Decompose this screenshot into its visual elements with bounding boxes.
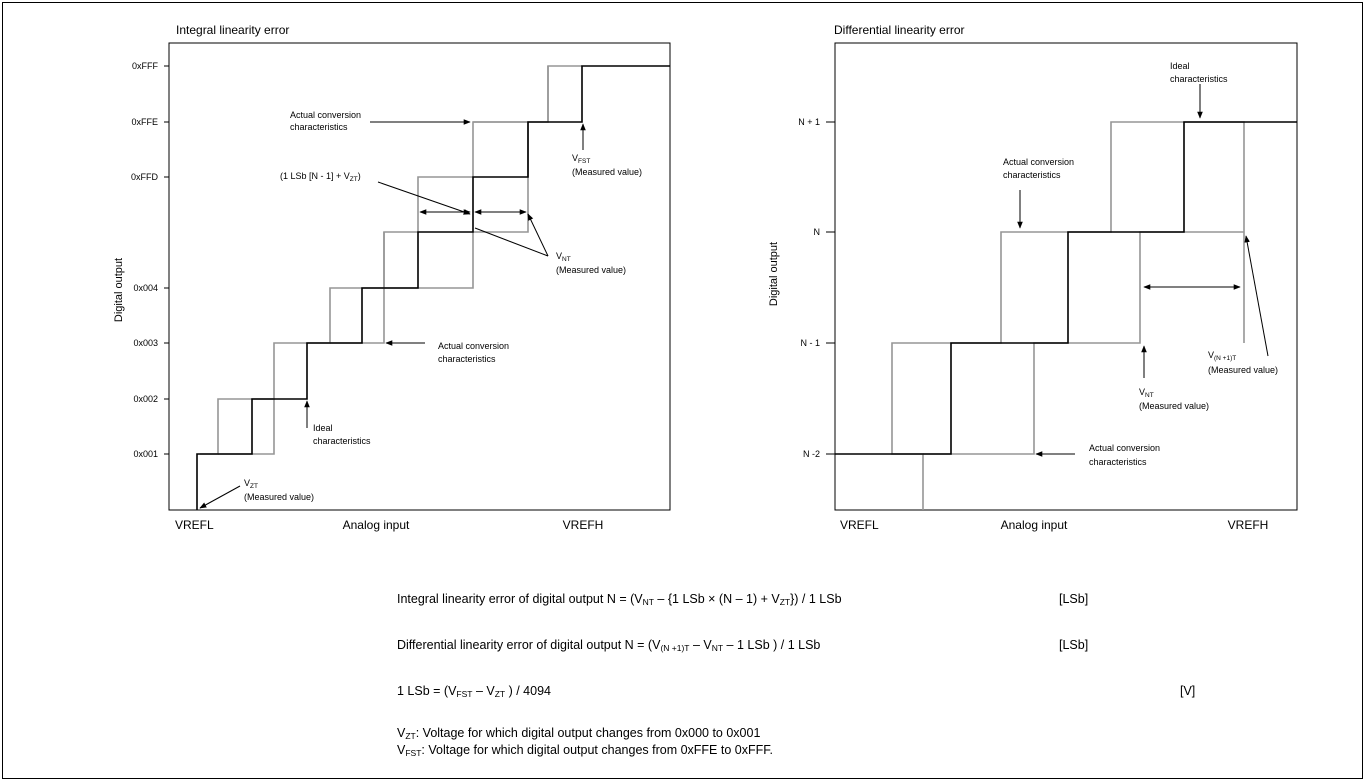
left-1lsb-arrow [377, 181, 471, 215]
right-actual-top-label-2: characteristics [1003, 170, 1061, 180]
right-actual-staircase [835, 121, 1297, 455]
right-actual-top-label-1: Actual conversion [1003, 157, 1074, 167]
integral-linearity-chart: Integral linearity error 0xFFF 0xFFE 0xF… [113, 23, 671, 532]
left-ytick-0xFFE: 0xFFE [131, 117, 158, 127]
left-x-max-label: VREFH [563, 518, 604, 532]
left-x-min-label: VREFL [175, 518, 214, 532]
right-ideal-label-2: characteristics [1170, 74, 1228, 84]
right-x-min-label: VREFL [840, 518, 879, 532]
right-vnt-label: VNT [1139, 387, 1154, 399]
left-ytick-0x003: 0x003 [133, 338, 158, 348]
differential-formula: Differential linearity error of digital … [397, 638, 821, 653]
right-vn1t-arrow [1244, 235, 1269, 357]
left-ideal-label-2: characteristics [313, 436, 371, 446]
left-vzt-label: VZT [244, 478, 258, 490]
left-actual-top-label-2: characteristics [290, 122, 348, 132]
left-x-axis-label: Analog input [343, 518, 410, 532]
left-actual-mid-label-1: Actual conversion [438, 341, 509, 351]
vzt-definition: VZT: Voltage for which digital output ch… [397, 726, 761, 741]
left-ytick-0x004: 0x004 [133, 283, 158, 293]
right-actual-bot-label-2: characteristics [1089, 457, 1147, 467]
vfst-definition: VFST: Voltage for which digital output c… [397, 743, 773, 758]
left-actual-staircase [196, 65, 670, 510]
left-vzt-measured: (Measured value) [244, 492, 314, 502]
left-y-ticks [164, 65, 169, 455]
left-vnt-leader-1 [474, 227, 549, 257]
right-actual-bot-label-1: Actual conversion [1089, 443, 1160, 453]
right-ytick-n-minus-1: N - 1 [800, 338, 820, 348]
left-plot-frame [168, 42, 671, 511]
right-vn1t-measured: (Measured value) [1208, 365, 1278, 375]
left-ytick-0xFFD: 0xFFD [131, 172, 159, 182]
right-ytick-n-plus-1: N + 1 [798, 117, 820, 127]
left-chart-title: Integral linearity error [176, 23, 289, 37]
left-vfst-label: VFST [572, 153, 590, 165]
differential-unit: [LSb] [1059, 638, 1089, 652]
right-ytick-n: N [814, 227, 821, 237]
right-x-axis-label: Analog input [1001, 518, 1068, 532]
right-vnt-measured: (Measured value) [1139, 401, 1209, 411]
left-vfst-measured: (Measured value) [572, 167, 642, 177]
left-actual-mid-label-2: characteristics [438, 354, 496, 364]
right-vn1t-label: V(N +1)T [1208, 350, 1236, 362]
left-ideal-lower-bound-staircase [218, 66, 549, 455]
left-vnt-label: VNT [556, 251, 571, 263]
left-vzt-arrow [199, 485, 241, 509]
left-ytick-0x002: 0x002 [133, 394, 158, 404]
left-vnt-measured: (Measured value) [556, 265, 626, 275]
right-chart-title: Differential linearity error [834, 23, 965, 37]
integral-unit: [LSb] [1059, 592, 1089, 606]
right-y-axis-label: Digital output [768, 242, 780, 306]
lsb-formula: 1 LSb = (VFST – VZT ) / 4094 [397, 684, 551, 699]
right-ideal-label-1: Ideal [1170, 61, 1190, 71]
differential-linearity-chart: Differential linearity error N + 1 N N -… [768, 23, 1298, 532]
right-plot-frame [834, 42, 1298, 511]
left-ideal-upper-staircase [417, 65, 582, 232]
left-ideal-label-1: Ideal [313, 423, 333, 433]
integral-formula: Integral linearity error of digital outp… [397, 592, 842, 607]
left-1lsb-label: (1 LSb [N - 1] + VZT) [280, 171, 361, 183]
right-x-max-label: VREFH [1228, 518, 1269, 532]
left-actual-top-label-1: Actual conversion [290, 110, 361, 120]
right-ytick-n-minus-2: N -2 [803, 449, 820, 459]
left-y-axis-label: Digital output [113, 258, 125, 322]
right-y-ticks [826, 121, 835, 455]
left-ytick-0x001: 0x001 [133, 449, 158, 459]
left-vnt-leader-2 [527, 213, 549, 257]
left-ytick-0xFFF: 0xFFF [132, 61, 159, 71]
lsb-unit: [V] [1180, 684, 1196, 698]
